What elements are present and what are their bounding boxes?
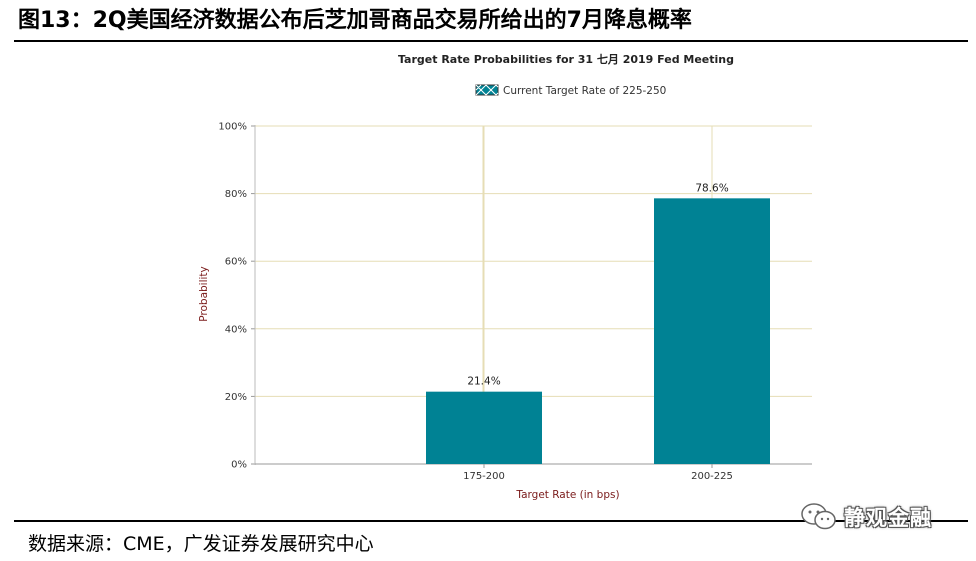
top-divider	[14, 40, 968, 42]
figure-title: 图13：2Q美国经济数据公布后芝加哥商品交易所给出的7月降息概率	[18, 8, 692, 33]
chart-title: Target Rate Probabilities for 31 七月 2019…	[398, 52, 734, 66]
y-tick-label: 20%	[225, 392, 247, 403]
legend-entry: Current Target Rate of 225-250	[503, 85, 666, 97]
bar-200-225	[654, 198, 770, 464]
y-tick-label: 0%	[231, 460, 247, 471]
data-labels: 21.4% 78.6%	[467, 182, 728, 387]
bars	[426, 198, 770, 464]
x-tick-label: 200-225	[691, 471, 733, 482]
data-label: 21.4%	[467, 376, 500, 388]
x-tick-label: 175-200	[463, 471, 505, 482]
x-axis-label: Target Rate (in bps)	[515, 489, 619, 501]
legend-swatch-pattern	[475, 84, 499, 96]
data-label: 78.6%	[695, 182, 728, 194]
bar-175-200	[426, 391, 542, 464]
watermark-text: 静观金融	[844, 506, 932, 530]
bottom-divider	[14, 520, 968, 522]
y-tick-label: 60%	[225, 257, 247, 268]
x-tick-labels: 175-200 200-225	[463, 464, 733, 482]
y-tick-label: 100%	[218, 122, 247, 133]
y-axis-label: Probability	[198, 266, 210, 322]
y-tick-label: 40%	[225, 324, 247, 335]
source-note: 数据来源：CME，广发证券发展研究中心	[28, 533, 374, 555]
legend: Current Target Rate of 225-250	[475, 84, 666, 97]
wechat-icon	[801, 503, 836, 530]
y-tick-label: 80%	[225, 189, 247, 200]
watermark: 静观金融	[800, 502, 932, 532]
y-tick-labels: 0% 20% 40% 60% 80% 100%	[218, 122, 255, 471]
